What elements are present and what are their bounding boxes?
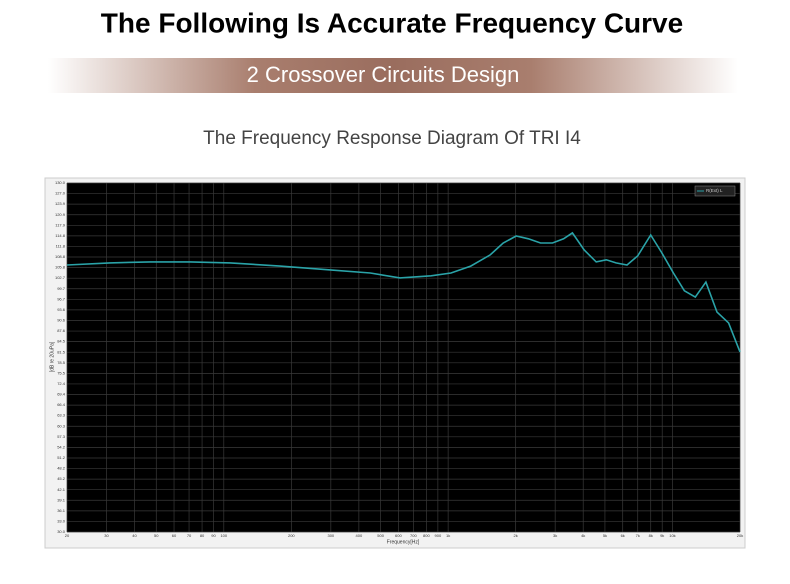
x-tick-label: 4k bbox=[581, 533, 585, 538]
y-tick-label: 93.6 bbox=[57, 307, 66, 312]
chart-title: The Frequency Response Diagram Of TRI I4 bbox=[203, 128, 581, 149]
y-tick-label: 72.4 bbox=[57, 381, 66, 386]
x-tick-label: 20k bbox=[737, 533, 743, 538]
x-tick-label: 40 bbox=[132, 533, 137, 538]
y-tick-label: 117.9 bbox=[55, 222, 65, 227]
x-tick-label: 70 bbox=[187, 533, 192, 538]
y-tick-label: 60.3 bbox=[57, 423, 66, 428]
y-tick-label: 90.6 bbox=[57, 318, 66, 323]
y-tick-label: 48.2 bbox=[57, 466, 66, 471]
y-tick-label: 99.7 bbox=[57, 286, 66, 291]
y-tick-label: 30.0 bbox=[57, 529, 66, 534]
y-tick-label: 33.0 bbox=[57, 518, 66, 523]
x-axis-label: Frequency[Hz] bbox=[387, 539, 420, 545]
y-tick-label: 96.7 bbox=[57, 296, 66, 301]
curve bbox=[66, 231, 741, 353]
x-tick-label: 500 bbox=[377, 533, 384, 538]
x-tick-label: 6k bbox=[621, 533, 625, 538]
x-tick-label: 400 bbox=[356, 533, 363, 538]
x-tick-label: 50 bbox=[154, 533, 159, 538]
y-tick-label: 120.9 bbox=[55, 212, 66, 217]
banner bbox=[48, 58, 738, 93]
banner-text: 2 Crossover Circuits Design bbox=[247, 62, 520, 87]
x-tick-label: 30 bbox=[104, 533, 109, 538]
y-tick-label: 108.8 bbox=[55, 254, 66, 259]
y-tick-label: 111.8 bbox=[56, 244, 66, 249]
y-tick-label: 42.1 bbox=[57, 487, 66, 492]
y-tick-label: 105.8 bbox=[55, 265, 66, 270]
y-tick-label: 54.2 bbox=[57, 444, 66, 449]
x-tick-label: 100 bbox=[220, 533, 227, 538]
x-tick-label: 1k bbox=[446, 533, 450, 538]
y-tick-label: 84.5 bbox=[57, 339, 66, 344]
x-tick-label: 20 bbox=[65, 533, 70, 538]
y-tick-label: 102.7 bbox=[55, 275, 66, 280]
y-tick-label: 81.5 bbox=[57, 349, 66, 354]
x-tick-label: 700 bbox=[410, 533, 417, 538]
legend-box bbox=[694, 185, 736, 197]
y-tick-label: 69.4 bbox=[57, 392, 66, 397]
y-tick-label: 39.1 bbox=[57, 497, 66, 502]
x-tick-label: 2k bbox=[514, 533, 518, 538]
x-tick-label: 60 bbox=[172, 533, 177, 538]
x-tick-label: 7k bbox=[636, 533, 640, 538]
x-tick-label: 600 bbox=[395, 533, 402, 538]
plot-area bbox=[67, 183, 740, 532]
y-tick-label: 123.9 bbox=[55, 201, 66, 206]
x-tick-label: 80 bbox=[200, 533, 205, 538]
y-tick-label: 66.4 bbox=[57, 402, 66, 407]
y-tick-label: 75.5 bbox=[57, 370, 66, 375]
y-tick-label: 114.8 bbox=[55, 233, 65, 238]
y-tick-label: 51.2 bbox=[57, 455, 66, 460]
y-tick-label: 63.3 bbox=[57, 413, 66, 418]
y-tick-label: 130.0 bbox=[55, 180, 66, 185]
x-tick-label: 3k bbox=[553, 533, 557, 538]
y-tick-label: 127.0 bbox=[55, 191, 66, 196]
x-tick-label: 5k bbox=[603, 533, 607, 538]
page-title: The Following Is Accurate Frequency Curv… bbox=[101, 7, 683, 38]
y-tick-label: 45.2 bbox=[57, 476, 66, 481]
x-tick-label: 90 bbox=[211, 533, 216, 538]
x-tick-label: 10k bbox=[669, 533, 675, 538]
y-tick-label: 87.6 bbox=[57, 328, 66, 333]
x-tick-label: 8k bbox=[649, 533, 653, 538]
x-tick-label: 9k bbox=[660, 533, 664, 538]
x-tick-label: 200 bbox=[288, 533, 295, 538]
x-tick-label: 800 bbox=[423, 533, 430, 538]
x-tick-label: 900 bbox=[435, 533, 442, 538]
x-tick-label: 300 bbox=[327, 533, 334, 538]
legend-label: R(Ext) L bbox=[706, 188, 723, 193]
y-tick-label: 78.5 bbox=[57, 360, 66, 365]
y-tick-label: 57.3 bbox=[57, 434, 66, 439]
y-axis-label: [dB re 20uPa] bbox=[49, 341, 55, 372]
y-tick-label: 36.1 bbox=[57, 508, 66, 513]
